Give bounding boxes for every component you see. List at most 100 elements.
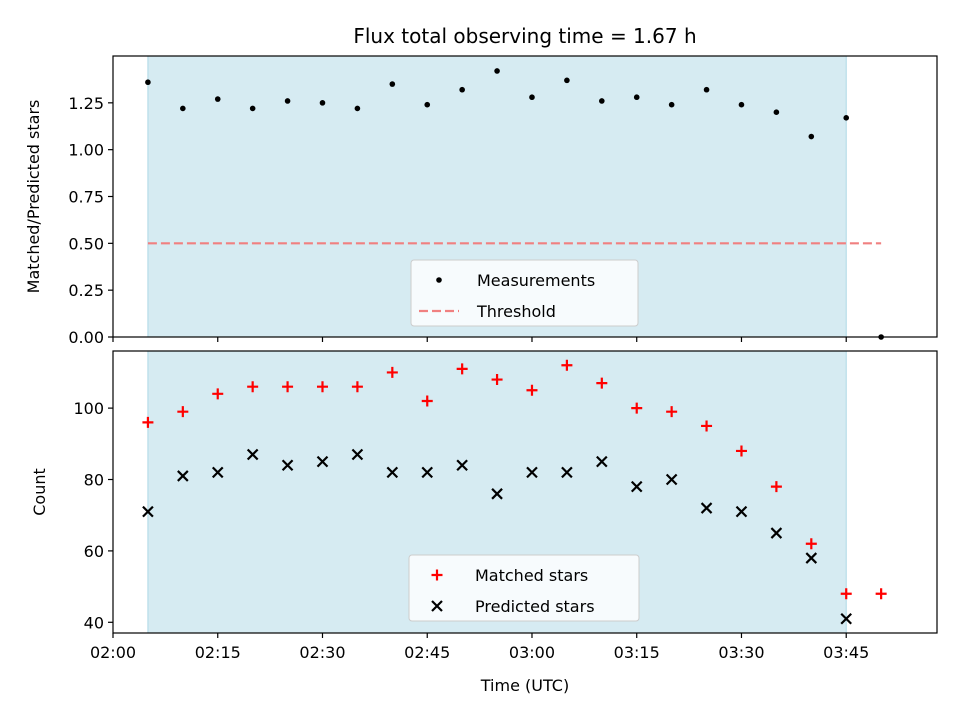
data-point [386,366,398,378]
y-tick-label: 0.50 [68,234,104,253]
data-point [389,81,396,87]
x-tick-label: 03:00 [509,643,555,662]
bottom-panel-counts: 40 60 80 100 02:00 02:15 02:30 02:45 03:00 03:15 0… [30,350,938,662]
data-point [214,96,221,102]
data-point [700,502,713,514]
legend-label: Matched stars [475,566,588,585]
data-point [735,445,747,457]
data-point [596,455,608,468]
data-point [564,77,570,84]
top-panel-ratio: 0.00 0.25 0.50 0.75 1.00 1.25 Matched/Predicte… [24,55,938,347]
y-tick-label: 0.25 [68,281,104,300]
data-point [805,552,818,564]
data-point [249,105,256,112]
data-point [770,481,782,493]
legend-label: Threshold [476,302,556,321]
data-point [456,459,468,472]
data-point [246,448,259,461]
legend-label: Measurements [477,271,595,290]
data-point [351,381,363,393]
data-point [843,115,850,121]
data-point [875,588,887,600]
data-point [735,505,748,518]
axes-frame [112,350,938,634]
data-point [738,101,745,108]
data-point [630,480,643,493]
data-point [491,374,503,386]
data-point [561,466,573,479]
x-tick-label: 03:45 [823,643,869,662]
x-tick-label: 02:15 [195,643,241,662]
legend-marker [431,600,443,612]
series-measurements [145,68,884,340]
data-point [247,381,259,393]
data-point [599,98,605,104]
data-point [631,402,643,414]
data-point [145,79,151,86]
data-point [808,133,815,140]
data-point [142,416,154,428]
data-point [491,488,503,500]
data-point [773,109,780,115]
data-point [456,363,468,375]
legend: Measurements Threshold [410,259,639,327]
data-point [316,455,329,468]
data-point [177,470,189,482]
data-point [526,466,538,479]
data-point [421,395,433,407]
data-point [526,384,538,396]
data-point [633,94,640,101]
y-axis-label: Count [30,468,49,516]
y-axis-label: Matched/Predicted stars [24,100,43,294]
data-point [459,86,465,93]
data-point [424,101,431,108]
data-point [596,377,608,389]
chart-title: Flux total observing time = 1.67 h [353,24,696,48]
x-axis-label: Time (UTC) [480,676,569,695]
legend: Matched stars Predicted stars [408,554,640,622]
data-point [386,466,399,479]
legend-marker [436,277,442,283]
data-point [212,388,224,400]
data-point [668,101,675,108]
data-point [805,538,817,550]
legend-box [408,554,640,622]
data-point [351,448,364,461]
y-tick-label: 80 [84,471,104,490]
data-point [701,420,713,432]
data-point [180,105,186,112]
data-point [494,68,500,74]
data-point [770,527,783,539]
data-point [281,459,294,472]
legend-label: Predicted stars [475,597,595,616]
data-point [142,505,154,518]
data-point [703,86,710,93]
x-tick-label: 03:15 [614,643,660,662]
data-point [284,98,291,104]
data-point [840,612,852,625]
x-tick-label: 02:45 [404,643,450,662]
data-point [319,100,326,106]
x-tick-label: 02:30 [299,643,345,662]
y-tick-label: 1.00 [68,141,104,160]
data-point [421,466,434,479]
series-matched-stars [142,359,887,600]
data-point [840,588,852,600]
y-tick-label: 1.25 [68,94,104,113]
y-tick-label: 100 [73,399,104,418]
data-point [529,94,535,101]
data-point [316,381,328,393]
x-tick-label: 02:00 [90,643,136,662]
data-point [282,381,294,393]
data-point [666,406,678,418]
y-tick-label: 0.75 [68,188,104,207]
legend-marker [431,569,443,581]
x-tick-label: 03:30 [718,643,764,662]
data-point [665,473,678,486]
data-point [561,359,573,371]
y-tick-label: 0.00 [68,328,104,347]
legend-box [410,259,639,327]
y-tick-label: 60 [84,542,104,561]
series-predicted-stars [142,448,852,625]
